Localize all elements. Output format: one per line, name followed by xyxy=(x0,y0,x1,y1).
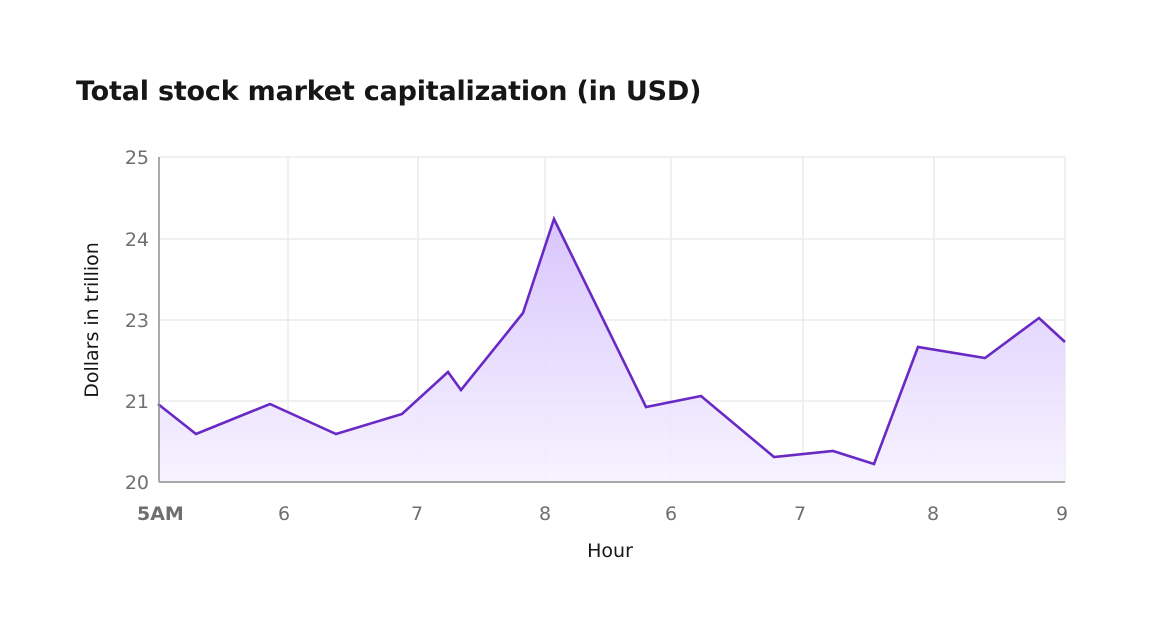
x-tick-label: 6 xyxy=(278,503,290,525)
x-tick-label: 9 xyxy=(1056,503,1068,525)
y-tick-label: 21 xyxy=(125,391,149,413)
x-tick-label: 6 xyxy=(665,503,677,525)
x-tick-label: 7 xyxy=(794,503,806,525)
x-tick-label: 7 xyxy=(411,503,423,525)
x-axis-label: Hour xyxy=(587,540,633,562)
x-axis-ticks: 5AM 6 7 8 6 7 8 9 xyxy=(137,503,1068,525)
y-tick-label: 25 xyxy=(125,147,149,169)
y-tick-label: 24 xyxy=(125,229,149,251)
data-line xyxy=(157,215,1066,466)
y-tick-label: 20 xyxy=(125,472,149,494)
y-tick-label: 23 xyxy=(125,310,149,332)
x-tick-label: 8 xyxy=(927,503,939,525)
chart-title: Total stock market capitalization (in US… xyxy=(76,76,702,107)
y-axis-label: Dollars in trillion xyxy=(81,242,103,398)
y-axis-ticks: 20 21 23 24 25 xyxy=(125,147,149,494)
x-tick-label: 8 xyxy=(539,503,551,525)
x-tick-label: 5AM xyxy=(137,503,184,525)
area-fill xyxy=(158,219,1065,482)
